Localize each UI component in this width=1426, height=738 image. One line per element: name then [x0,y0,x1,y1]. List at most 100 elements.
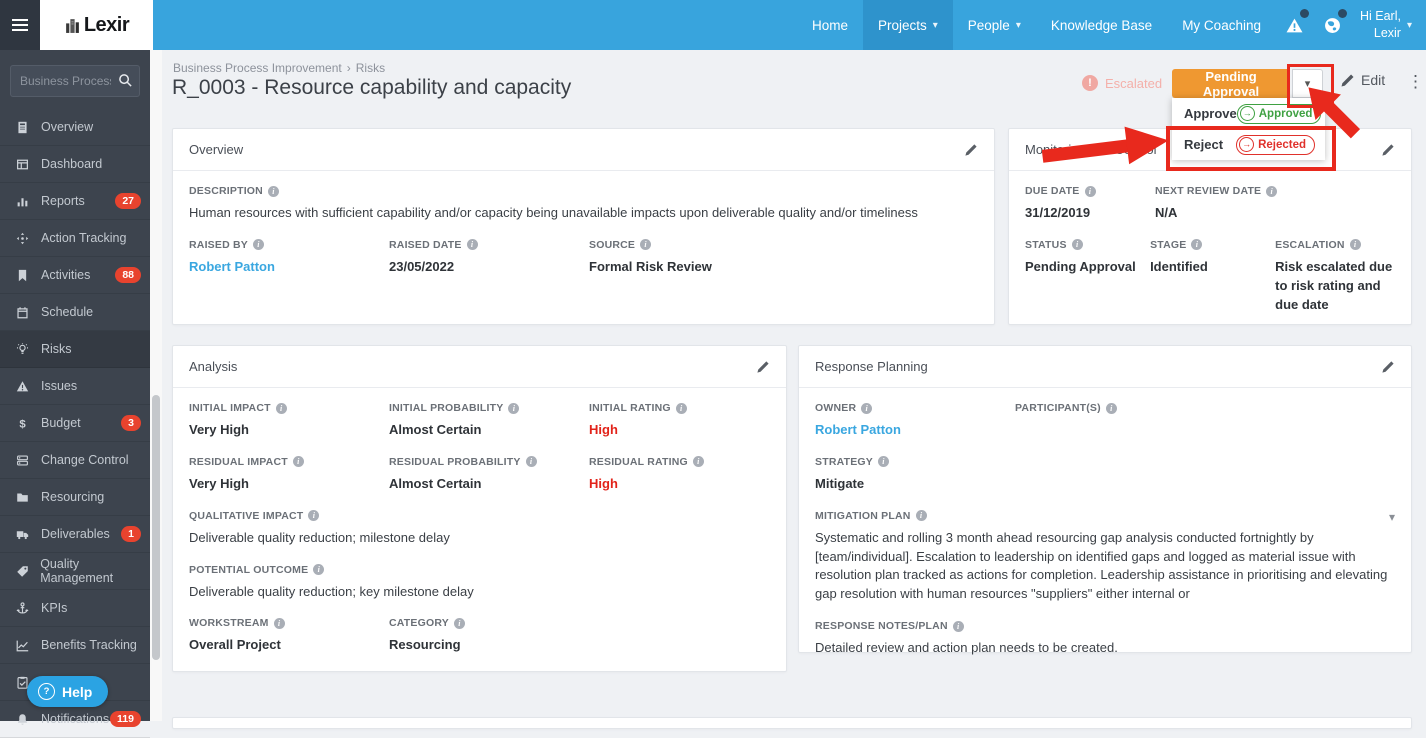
info-icon: i [1191,239,1203,251]
next-card-edge [172,717,1412,729]
edit-button[interactable]: Edit [1340,72,1385,88]
help-button[interactable]: ? Help [27,676,109,707]
sidebar-scrollbar[interactable] [150,50,162,721]
description-value: Human resources with sufficient capabili… [189,205,918,220]
user-menu[interactable]: Hi Earl, Lexir ▾ [1352,8,1426,42]
status-dropdown-caret-button[interactable]: ▾ [1292,69,1323,98]
hamburger-menu-icon[interactable] [0,0,40,50]
user-greeting: Hi Earl, [1359,9,1401,24]
residual-impact-value: Very High [189,475,249,491]
response-notes-value: Detailed review and action plan needs to… [815,640,1118,656]
sidebar-item-reports[interactable]: Reports 27 [0,183,150,220]
status-pending-approval-button[interactable]: Pending Approval [1172,69,1290,99]
pencil-icon[interactable] [964,143,978,157]
field-label: WORKSTREAM [189,617,269,630]
field-label: NEXT REVIEW DATE [1155,185,1262,197]
sidebar-item-benefits-tracking[interactable]: Benefits Tracking [0,627,150,664]
status-dropdown-menu: Approve → Approved Reject → Rejected [1172,98,1325,160]
stage-value: Identified [1150,258,1208,274]
globe-icon[interactable] [1314,0,1352,50]
schedule-icon [14,306,31,319]
sidebar-item-change-control[interactable]: Change Control [0,442,150,479]
pencil-icon[interactable] [756,360,770,374]
pencil-icon [1340,73,1355,88]
field-label: RESIDUAL IMPACT [189,455,288,468]
action-tracking-icon [14,232,31,245]
info-icon: i [1105,402,1117,414]
risks-icon [14,342,31,356]
sidebar-item-risks[interactable]: Risks [0,331,150,368]
notification-dot [1337,9,1347,18]
nav-item-home[interactable]: Home [797,0,863,50]
nav-item-my-coaching[interactable]: My Coaching [1167,0,1276,50]
info-icon: i [1084,185,1096,197]
count-badge: 27 [115,192,141,210]
next-review-date-value: N/A [1155,205,1178,220]
sidebar-item-label: Activities [41,268,91,282]
sidebar-item-label: Change Control [41,453,129,467]
info-icon: i [861,402,873,414]
overview-icon [14,121,31,134]
nav-item-people[interactable]: People ▾ [953,0,1036,50]
sidebar-item-activities[interactable]: Activities 88 [0,257,150,294]
breadcrumb-project[interactable]: Business Process Improvement [173,61,342,75]
category-value: Resourcing [389,637,461,653]
sidebar-item-overview[interactable]: Overview [0,109,150,146]
brand-logo[interactable]: Lexir [40,0,153,50]
field-label: ESCALATION [1275,238,1345,251]
alert-triangle-icon[interactable] [1276,0,1314,50]
raised-by-link[interactable]: Robert Patton [189,258,275,274]
owner-link[interactable]: Robert Patton [815,422,901,437]
field-label: OWNER [815,402,857,414]
info-icon: i [313,564,325,576]
info-icon: i [878,456,889,468]
approvals-icon [14,676,31,689]
pencil-icon[interactable] [1381,360,1395,374]
sidebar-item-label: Resourcing [41,490,105,504]
sidebar-search-input[interactable] [10,65,140,97]
scrollbar-thumb[interactable] [152,395,160,660]
result-status-label: Approved [1258,107,1313,120]
sidebar-item-quality-management[interactable]: Quality Management [0,553,150,590]
sidebar-item-kpis[interactable]: KPIs [0,590,150,627]
chevron-down-icon: ▾ [932,19,938,31]
result-status-pill: → Approved [1236,103,1322,124]
sidebar-item-issues[interactable]: Issues [0,368,150,405]
menu-action-label: Reject [1184,137,1224,152]
field-label: SOURCE [589,238,636,251]
pencil-icon[interactable] [1381,143,1395,157]
sidebar-item-dashboard[interactable]: Dashboard [0,146,150,183]
buildings-icon [64,17,81,34]
info-icon: i [640,239,652,251]
search-icon[interactable] [118,73,133,93]
field-label: DUE DATE [1025,185,1080,197]
sidebar-item-budget[interactable]: $ Budget 3 [0,405,150,442]
count-badge: 119 [110,710,141,728]
field-label: DESCRIPTION [189,185,263,197]
breadcrumb: Business Process Improvement › Risks [173,61,386,75]
info-icon: i [508,402,520,414]
sidebar-item-resourcing[interactable]: Resourcing [0,479,150,516]
sidebar-item-schedule[interactable]: Schedule [0,294,150,331]
sidebar-item-label: Budget [41,416,81,430]
nav-item-projects[interactable]: Projects ▾ [862,0,953,50]
kebab-menu-icon[interactable]: ⋮ [1407,72,1424,91]
field-label: RESIDUAL PROBABILITY [389,455,521,468]
count-badge: 88 [115,266,141,284]
breadcrumb-section[interactable]: Risks [355,61,386,75]
card-title: Response Planning [815,359,928,374]
menu-item-reject[interactable]: Reject → Rejected [1172,129,1325,160]
nav-item-knowledge-base[interactable]: Knowledge Base [1036,0,1167,50]
sidebar-item-action-tracking[interactable]: Action Tracking [0,220,150,257]
info-icon: i [267,185,279,197]
count-badge: 1 [121,525,141,543]
menu-item-approve[interactable]: Approve → Approved [1172,98,1325,129]
kpis-icon [14,601,31,615]
card-title: Overview [189,142,244,157]
sidebar-item-deliverables[interactable]: Deliverables 1 [0,516,150,553]
card-title: Analysis [189,359,238,374]
menu-action-label: Approve [1184,106,1237,121]
due-date-value: 31/12/2019 [1025,205,1091,220]
expand-chevron-icon[interactable]: ▾ [1388,509,1395,524]
workstream-value: Overall Project [189,637,281,653]
